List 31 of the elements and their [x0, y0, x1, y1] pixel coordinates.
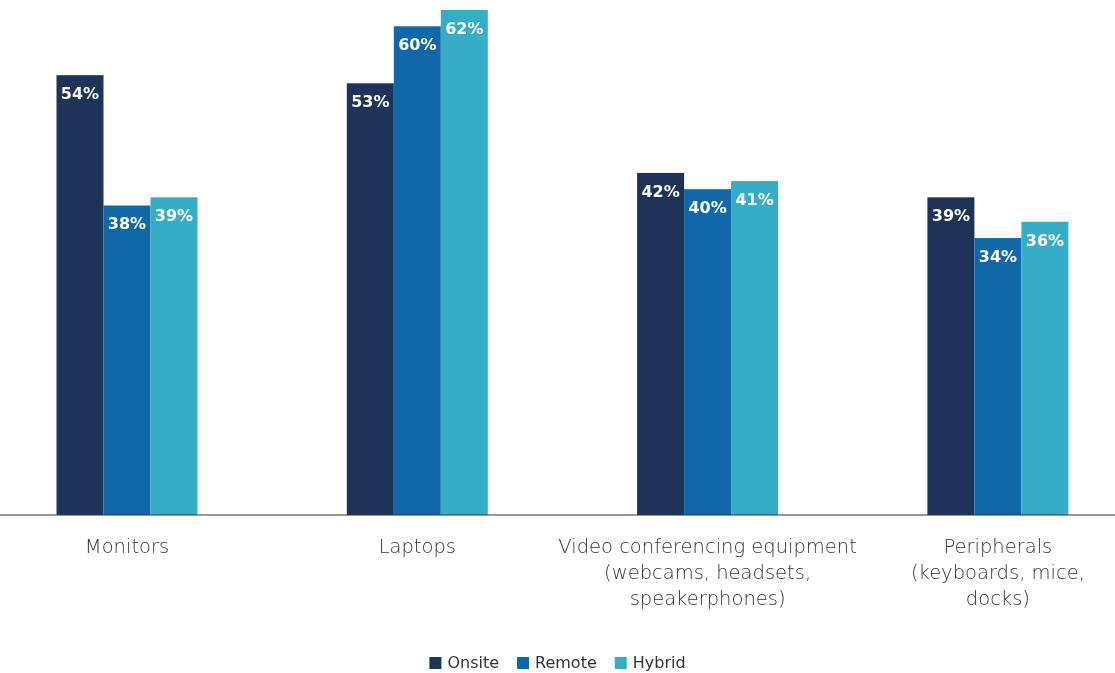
x-tick-label: Monitors	[84, 535, 170, 558]
data-label: 60%	[398, 35, 437, 55]
data-label: 36%	[1025, 230, 1065, 250]
data-label: 39%	[931, 206, 971, 226]
x-tick-label: Peripherals (keyboards, mice, docks)	[910, 535, 1085, 610]
data-label: 34%	[978, 247, 1018, 267]
bar	[393, 26, 441, 515]
data-label: 42%	[641, 181, 680, 201]
legend-label: Hybrid	[632, 653, 686, 672]
legend-label: Onsite	[447, 653, 500, 672]
legend-label: Remote	[535, 653, 597, 672]
x-tick-label: Laptops	[378, 535, 456, 558]
data-label: 54%	[60, 84, 100, 104]
data-label: 41%	[735, 190, 774, 210]
bar	[150, 197, 198, 515]
data-label: 53%	[351, 92, 390, 112]
data-label: 62%	[445, 19, 484, 38]
x-tick-label: Video conferencing equipment (webcams, headsets, speakerphones)	[558, 535, 857, 610]
bar	[346, 83, 394, 515]
bar	[974, 238, 1022, 515]
bar	[684, 189, 732, 515]
bar	[440, 10, 488, 515]
data-label: 40%	[688, 198, 727, 218]
bar	[103, 205, 151, 515]
bar	[731, 181, 779, 515]
data-label: 39%	[154, 206, 194, 226]
bar	[56, 75, 104, 515]
bar	[637, 172, 685, 515]
bar	[1021, 221, 1069, 515]
data-label: 38%	[107, 214, 147, 234]
bar	[927, 197, 975, 515]
